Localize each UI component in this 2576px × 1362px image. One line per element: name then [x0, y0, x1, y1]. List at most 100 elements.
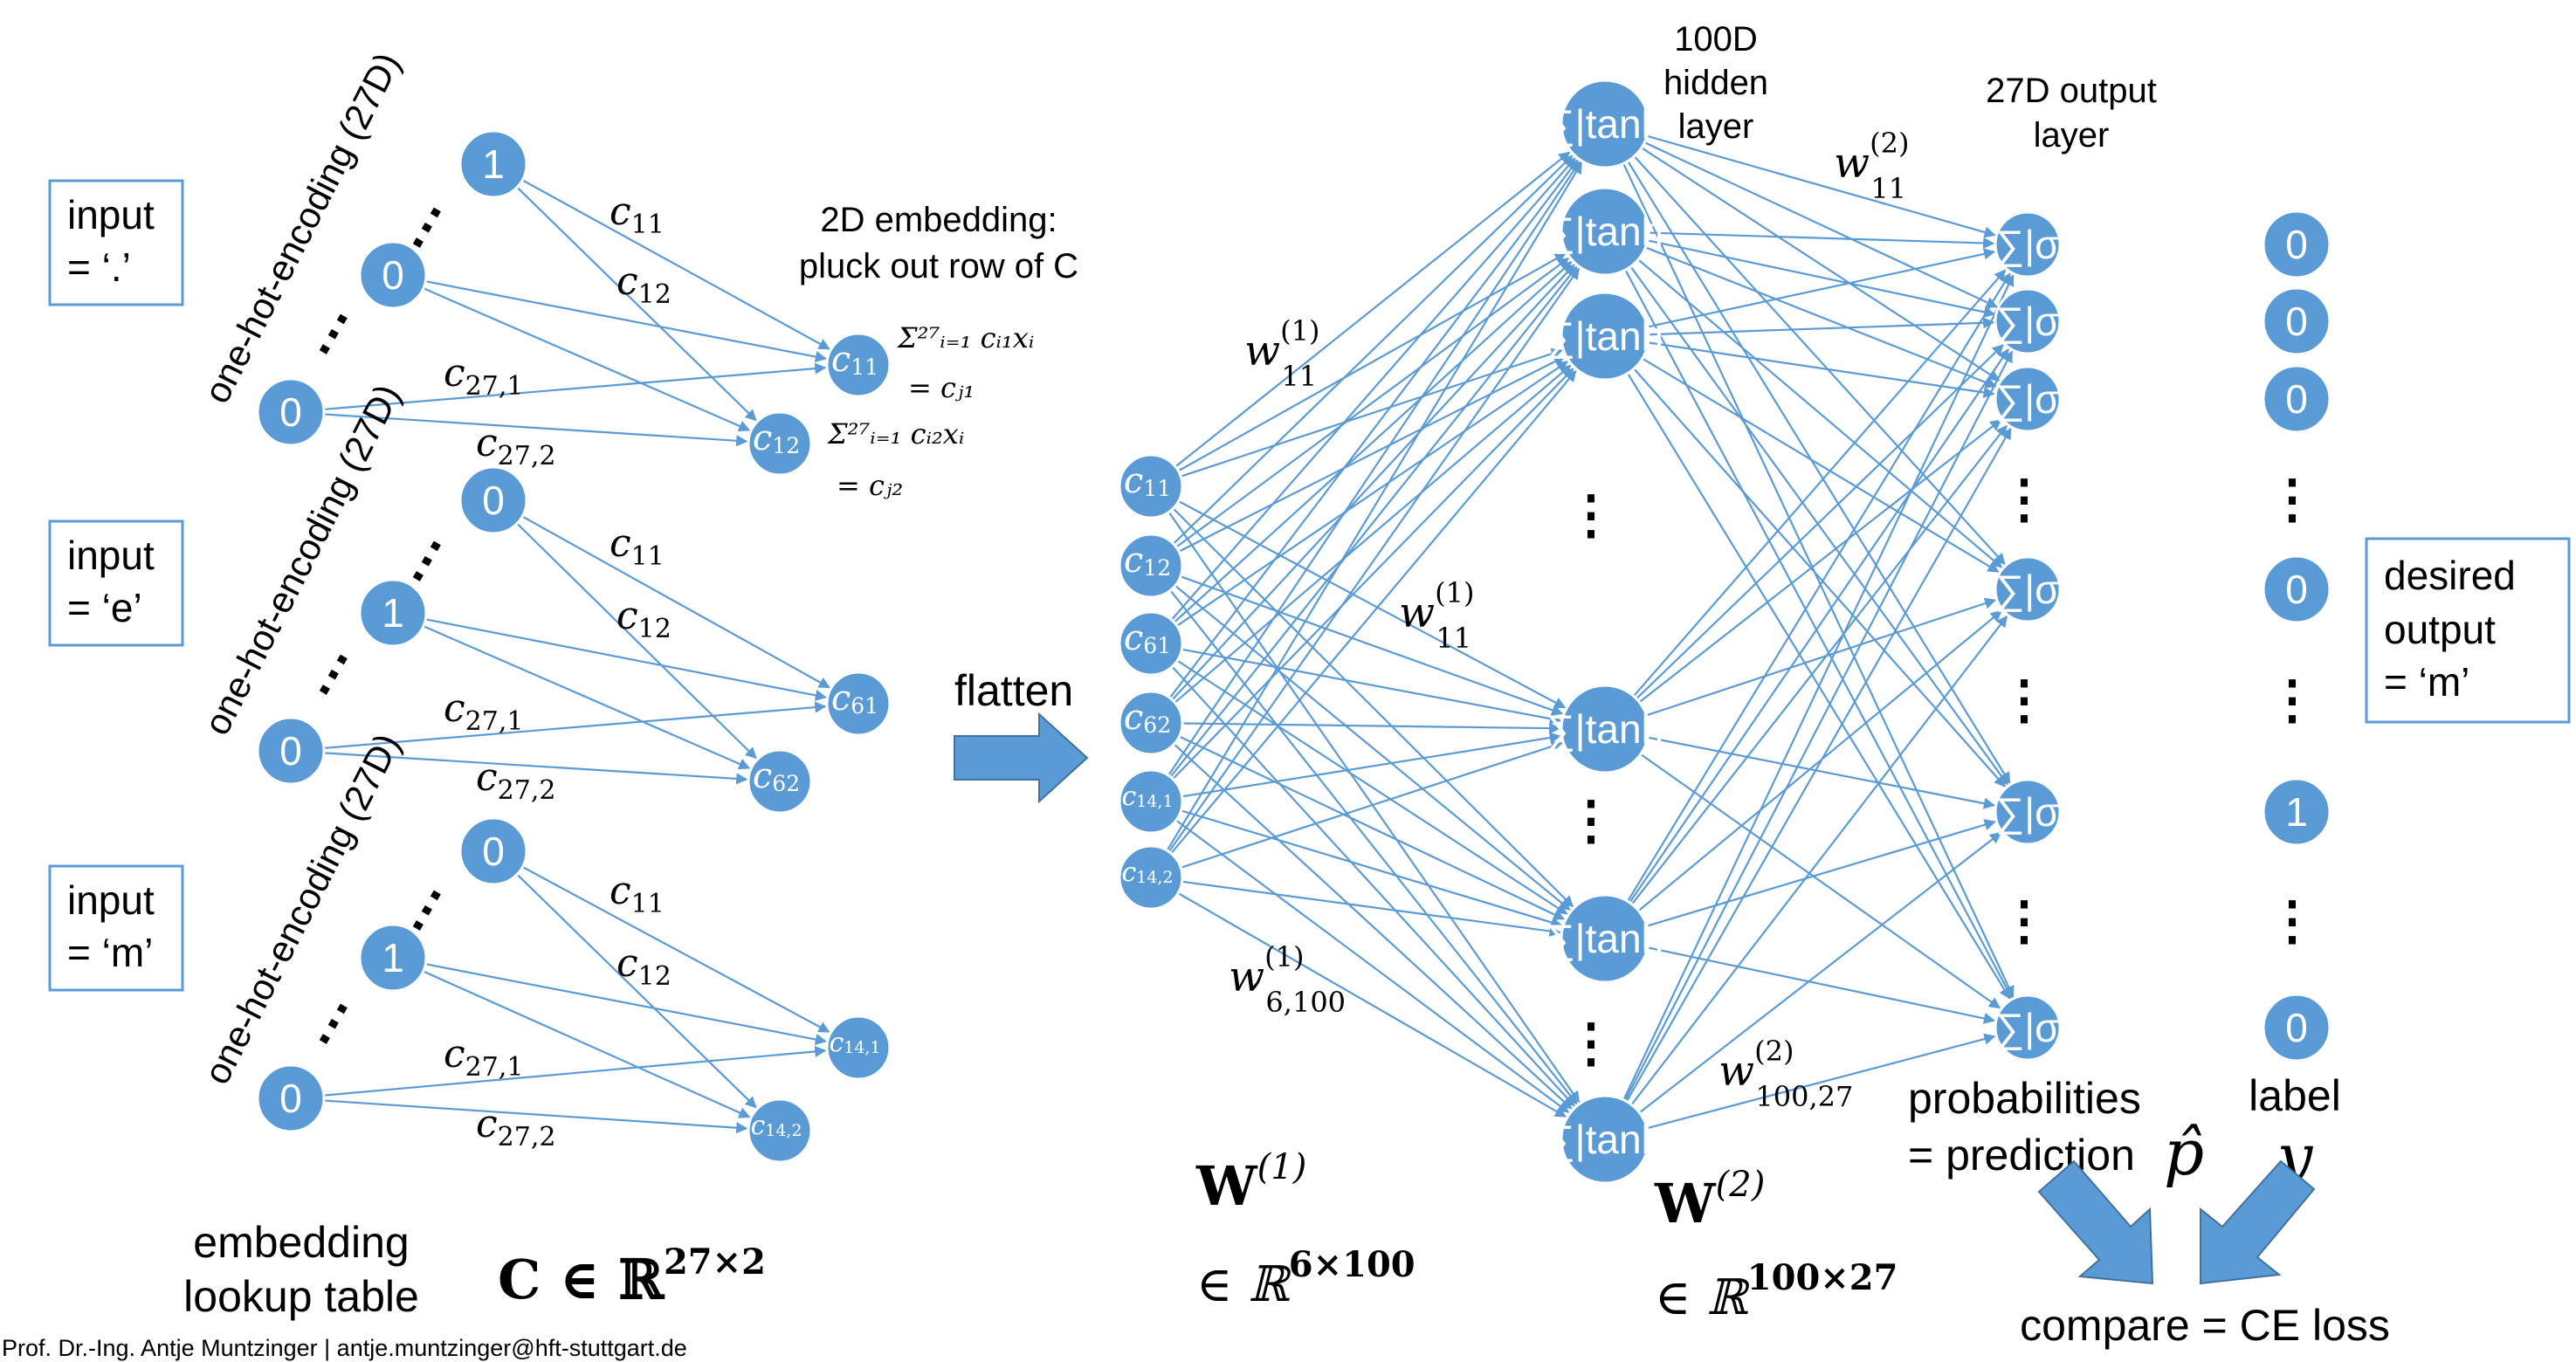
- hidden-node: [1560, 893, 1650, 984]
- svg-text:c27,1: c27,1: [444, 686, 523, 737]
- svg-text:= ‘m’: = ‘m’: [2384, 659, 2469, 705]
- svg-text:c27,1: c27,1: [444, 1032, 523, 1083]
- output-weight-edge: [1629, 348, 2009, 904]
- output-node-label: ∑|σ: [1995, 299, 2059, 344]
- input-box-1: input = ‘.’: [48, 179, 184, 306]
- hidden-weight-edge: [1177, 252, 1567, 472]
- flatten-arrow: [954, 712, 1089, 804]
- hidden-node: [1560, 291, 1650, 382]
- one-hot-value: 1: [382, 935, 404, 980]
- output-ellipsis-2: ⋮: [1998, 671, 2050, 729]
- output-weight-edge: [1646, 819, 1996, 927]
- compare-label: compare = CE loss: [2020, 1301, 2390, 1350]
- output-weight-edge: [1648, 231, 1995, 250]
- hidden-weight-edge: [1180, 740, 1563, 869]
- hidden-weight-edge: [1181, 722, 1561, 734]
- output-layer-title-2: layer: [2034, 116, 2110, 155]
- label-node: [2262, 364, 2331, 434]
- output-weight-edge: [1640, 753, 2001, 1009]
- flatten-label: flatten: [954, 666, 1073, 715]
- embedding-node-label: c61: [831, 678, 878, 719]
- embedding-edge: [425, 618, 827, 701]
- embedding-edge: [516, 873, 757, 1109]
- svg-text:c12: c12: [616, 259, 672, 310]
- desired-output-box: desired output = ‘m’: [2365, 537, 2571, 724]
- embedding-matrix: C ∈ ℝ27×2: [498, 1242, 766, 1311]
- sum-formula-1: Σ²⁷ᵢ₌₁ cᵢ₁xᵢ: [897, 321, 1034, 354]
- p-hat-symbol: p̂: [2164, 1116, 2204, 1189]
- input-label: input: [67, 533, 155, 578]
- one-hot-value: 0: [279, 728, 302, 774]
- w2-space: ∈ ℝ100×27: [1655, 1257, 1898, 1326]
- probabilities-line2: = prediction: [1908, 1131, 2135, 1180]
- hidden-weight-edge: [1178, 355, 1566, 553]
- hidden-weight-edge: [1175, 819, 1570, 1113]
- svg-text:desired: desired: [2384, 553, 2516, 598]
- embedding-node: [747, 748, 813, 815]
- sum-formula-2: Σ²⁷ᵢ₌₁ cᵢ₂xᵢ: [827, 417, 964, 451]
- hidden-node: [1560, 684, 1650, 774]
- output-weight-edge: [1647, 239, 1996, 318]
- hidden-weight-edge: [1173, 155, 1574, 545]
- one-hot-node: [358, 923, 428, 993]
- label-node-value: 1: [2285, 789, 2308, 835]
- hidden-node-label: ∑|tanh: [1546, 313, 1663, 359]
- flat-input-label: c12: [1124, 540, 1171, 581]
- output-weight-edge: [1623, 350, 2014, 1102]
- edges-layer: [323, 134, 2015, 1134]
- hidden-ellipsis-1: ⋮: [1565, 485, 1617, 544]
- embedding-edge: [425, 963, 827, 1046]
- output-node-label: ∑|σ: [1995, 222, 2059, 267]
- one-hot-value: 1: [382, 590, 404, 636]
- flat-input-node: [1118, 533, 1184, 599]
- output-weight-edge: [1638, 832, 2002, 1114]
- input-label: input: [67, 877, 155, 923]
- output-node-label: ∑|σ: [1995, 376, 2059, 422]
- embedding-table-line1: embedding: [193, 1218, 409, 1267]
- hidden-weight-edge: [1181, 809, 1563, 928]
- output-weight-edge: [1647, 946, 1996, 1024]
- flat-input-node: [1118, 690, 1184, 756]
- flat-input-label: c11: [1124, 461, 1171, 501]
- nodes-layer: 1 0 0 c11 c12 0 1 0 c61 c62 0 1 0 c14,1 c14,2 c11 c12 c61…: [256, 79, 2331, 1185]
- output-weight-edge: [1630, 424, 2008, 905]
- label-ellipsis-3: ⋮: [2266, 891, 2318, 950]
- hidden-node-label: ∑|tanh: [1546, 1117, 1663, 1162]
- label-node: [2262, 993, 2331, 1063]
- output-weight-edge: [1636, 344, 2004, 700]
- hidden-weight-edge: [1170, 157, 1576, 621]
- flat-input-label: c14,1: [1121, 781, 1173, 812]
- hidden-weight-edge: [1166, 162, 1583, 851]
- one-hot-value: 0: [482, 478, 505, 523]
- one-hot-value: 0: [279, 1076, 302, 1121]
- label-node: [2262, 210, 2331, 279]
- svg-text:c27,1: c27,1: [444, 351, 523, 402]
- output-weight-edge: [1633, 155, 2006, 566]
- output-node-label: ∑|σ: [1995, 567, 2059, 612]
- svg-text:c11: c11: [610, 869, 665, 919]
- output-weight-edge: [1647, 736, 1996, 809]
- sum-formula-2-result: = cⱼ₂: [837, 469, 903, 502]
- output-weight-edge: [1643, 141, 1998, 308]
- embedding-node-label: c12: [753, 418, 800, 458]
- edge-labels-block-3: c11 c12 c27,1 c27,2: [444, 869, 672, 1152]
- one-hot-node: [358, 240, 428, 310]
- hidden-weight-edge: [1176, 659, 1568, 915]
- label-node: [2262, 286, 2331, 356]
- hidden-weight-edge: [1176, 361, 1569, 627]
- hidden-weight-edge: [1167, 267, 1581, 853]
- output-weight-edge: [1630, 615, 2008, 1106]
- embedding-node-label: c14,1: [829, 1028, 880, 1058]
- hidden-weight-edge: [1173, 261, 1573, 623]
- svg-text:c12: c12: [616, 594, 672, 644]
- output-weight-edge: [1633, 368, 2006, 788]
- embedding-node: [747, 1097, 813, 1164]
- output-ellipsis-1: ⋮: [1998, 470, 2050, 528]
- ellipsis: ⋯: [293, 986, 370, 1060]
- output-weight-edge: [1648, 341, 1995, 399]
- one-hot-label-1: one-hot-encoding (27D): [196, 45, 408, 409]
- hidden-ellipsis-3: ⋮: [1565, 1014, 1617, 1072]
- one-hot-value: 0: [279, 389, 302, 435]
- output-layer-title-1: 27D output: [1986, 72, 2157, 110]
